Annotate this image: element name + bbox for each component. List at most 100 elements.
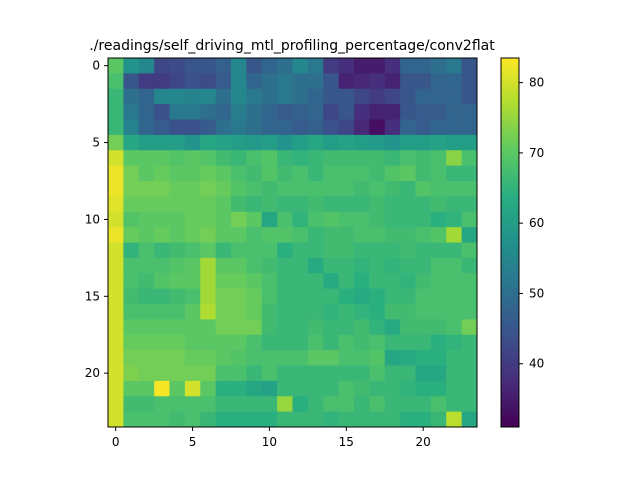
heatmap-cell (154, 58, 170, 74)
heatmap-cell (323, 88, 340, 105)
heatmap-cell (354, 380, 370, 397)
heatmap-cell (446, 58, 463, 74)
heatmap-cell (169, 242, 186, 259)
heatmap-cell (231, 319, 247, 336)
heatmap-cell (354, 181, 370, 197)
heatmap-cell (215, 227, 232, 243)
heatmap-cell (430, 288, 447, 305)
heatmap-cell (154, 365, 170, 382)
heatmap-cell (169, 58, 186, 74)
heatmap-cell (415, 319, 432, 336)
heatmap-cell (261, 350, 278, 366)
heatmap-cell (292, 350, 309, 366)
heatmap-cell (169, 227, 186, 243)
heatmap-cell (307, 273, 324, 290)
heatmap-cell (231, 304, 247, 320)
heatmap-frame (107, 57, 478, 428)
x-tick-label: 15 (339, 435, 354, 449)
x-tick-label: 20 (416, 435, 431, 449)
heatmap-cell (384, 365, 401, 382)
heatmap-cell (369, 350, 386, 366)
heatmap-cell (430, 211, 447, 228)
heatmap-cell (400, 380, 416, 397)
heatmap-cell (369, 196, 386, 213)
heatmap-cell (215, 181, 232, 197)
heatmap-cell (246, 88, 263, 105)
heatmap-cell (430, 380, 447, 397)
heatmap-cell (354, 227, 370, 243)
heatmap-cell (323, 104, 340, 120)
heatmap-cell (169, 88, 186, 105)
heatmap-cell (200, 165, 217, 182)
heatmap-cell (184, 396, 201, 413)
heatmap-cell (354, 273, 370, 290)
heatmap-cell (231, 227, 247, 243)
heatmap-cell (400, 257, 416, 274)
heatmap-cell (184, 380, 201, 397)
heatmap-cell (169, 119, 186, 136)
heatmap-cell (400, 150, 416, 167)
heatmap-cell (138, 227, 155, 243)
heatmap-cell (138, 365, 155, 382)
heatmap-cell (138, 73, 155, 90)
heatmap-cell (261, 150, 278, 167)
heatmap-cell (215, 380, 232, 397)
heatmap-cell (400, 227, 416, 243)
heatmap-cell (261, 411, 278, 428)
heatmap-cell (461, 380, 478, 397)
heatmap-cell (369, 88, 386, 105)
heatmap-cell (108, 181, 124, 197)
heatmap-cell (108, 365, 124, 382)
heatmap-cell (354, 396, 370, 413)
heatmap-cell (384, 150, 401, 167)
heatmap-cell (369, 150, 386, 167)
heatmap-cell (277, 211, 293, 228)
heatmap-cell (354, 350, 370, 366)
heatmap-cell (323, 273, 340, 290)
heatmap-cell (461, 288, 478, 305)
heatmap-cell (461, 134, 478, 151)
heatmap-cell (261, 119, 278, 136)
heatmap-cell (338, 181, 355, 197)
colorbar-tick-label: 70 (529, 146, 544, 160)
heatmap-cell (231, 350, 247, 366)
heatmap-cell (200, 227, 217, 243)
heatmap-cell (430, 119, 447, 136)
heatmap-cell (461, 365, 478, 382)
heatmap-cell (169, 150, 186, 167)
heatmap-cell (200, 273, 217, 290)
heatmap-cell (138, 104, 155, 120)
heatmap-cell (277, 227, 293, 243)
heatmap-cell (354, 73, 370, 90)
heatmap-cell (123, 411, 140, 428)
heatmap-cell (461, 211, 478, 228)
heatmap-cell (123, 242, 140, 259)
heatmap-cell (384, 88, 401, 105)
heatmap-cell (292, 396, 309, 413)
heatmap-cell (138, 211, 155, 228)
heatmap-cell (338, 150, 355, 167)
heatmap-cell (246, 242, 263, 259)
heatmap-cell (400, 58, 416, 74)
heatmap-cell (108, 196, 124, 213)
heatmap-cell (369, 134, 386, 151)
heatmap-cell (323, 181, 340, 197)
heatmap-cell (138, 273, 155, 290)
heatmap-cell (231, 58, 247, 74)
heatmap-cell (215, 165, 232, 182)
heatmap-cell (231, 73, 247, 90)
heatmap-cell (292, 134, 309, 151)
heatmap-cell (307, 242, 324, 259)
heatmap-cell (231, 165, 247, 182)
heatmap-cell (369, 396, 386, 413)
heatmap-cell (307, 119, 324, 136)
heatmap-cell (400, 304, 416, 320)
x-tick-label: 0 (112, 435, 120, 449)
heatmap-cell (338, 380, 355, 397)
heatmap-cell (231, 134, 247, 151)
heatmap-cell (184, 73, 201, 90)
heatmap-cell (246, 273, 263, 290)
heatmap-cell (461, 104, 478, 120)
heatmap-cell (108, 134, 124, 151)
